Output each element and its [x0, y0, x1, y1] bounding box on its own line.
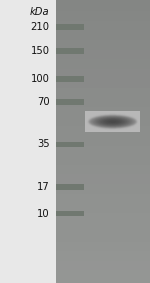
Bar: [56, 184, 84, 190]
Bar: [56, 76, 84, 82]
Text: kDa: kDa: [30, 7, 50, 17]
Bar: [0, 0, 56, 283]
Text: 10: 10: [37, 209, 50, 219]
Text: 150: 150: [30, 46, 50, 56]
Text: 70: 70: [37, 97, 50, 107]
Text: 17: 17: [37, 182, 50, 192]
Bar: [56, 48, 84, 54]
Bar: [56, 0, 150, 283]
Text: 210: 210: [30, 22, 50, 32]
Text: 35: 35: [37, 139, 50, 149]
Text: 100: 100: [31, 74, 50, 84]
Bar: [56, 24, 84, 30]
Bar: [56, 211, 84, 216]
Bar: [56, 99, 84, 105]
Bar: [56, 142, 84, 147]
